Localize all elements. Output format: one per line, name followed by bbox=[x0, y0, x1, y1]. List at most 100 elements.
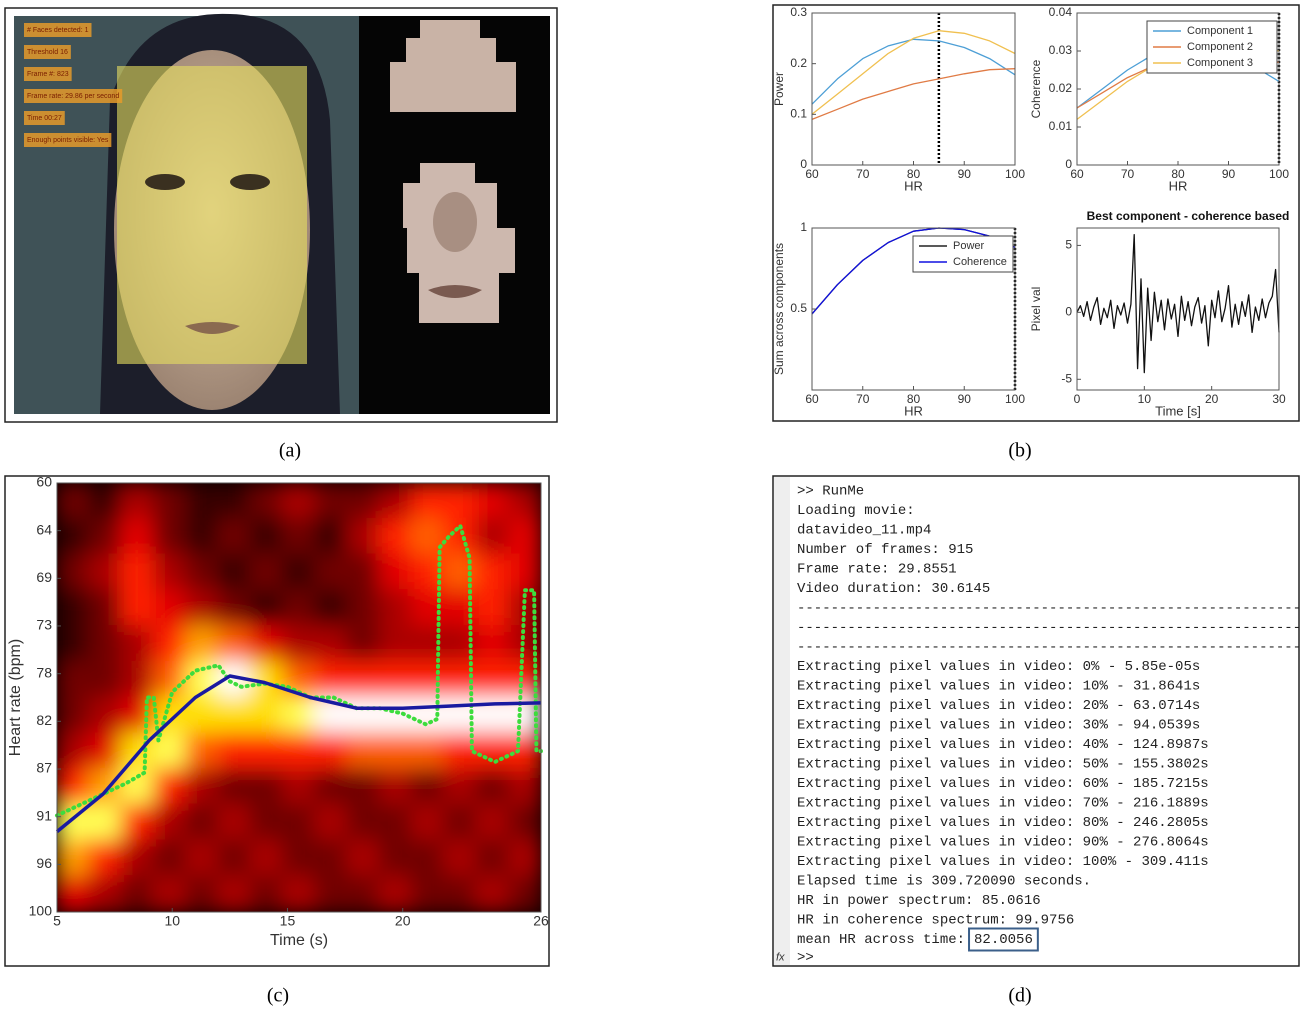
heat-cell bbox=[443, 804, 477, 842]
x-tick-label: 10 bbox=[164, 913, 180, 929]
heat-cell bbox=[56, 518, 90, 556]
heat-cell bbox=[121, 661, 155, 699]
heat-cell bbox=[379, 554, 413, 592]
heat-cell bbox=[282, 875, 316, 913]
console-line: Extracting pixel values in video: 30% - … bbox=[797, 718, 1200, 734]
heat-cell bbox=[121, 804, 155, 842]
y-tick-label: 60 bbox=[36, 474, 52, 490]
heat-cell bbox=[88, 589, 122, 627]
y-axis-label: Sum across components bbox=[772, 243, 786, 375]
heat-cell bbox=[411, 840, 445, 878]
heat-cell bbox=[153, 768, 187, 806]
console-line: Extracting pixel values in video: 80% - … bbox=[797, 815, 1209, 831]
x-tick-label: 20 bbox=[1205, 392, 1219, 406]
heat-cell bbox=[379, 589, 413, 627]
heat-cell bbox=[153, 625, 187, 663]
heat-cell bbox=[121, 482, 155, 520]
y-tick-label: 0 bbox=[1065, 305, 1072, 319]
heat-cell bbox=[250, 732, 284, 770]
heat-cell bbox=[379, 661, 413, 699]
console-line: Frame rate: 29.8551 bbox=[797, 562, 957, 578]
heat-cell bbox=[411, 768, 445, 806]
heat-cell bbox=[56, 840, 90, 878]
overlay-label: Enough points visible: Yes bbox=[27, 137, 109, 144]
heat-cell bbox=[475, 804, 509, 842]
heat-cell bbox=[88, 661, 122, 699]
console-line: Loading movie: bbox=[797, 503, 915, 519]
y-tick-label: 0.3 bbox=[790, 5, 807, 19]
y-tick-label: 100 bbox=[29, 903, 53, 919]
heat-cell bbox=[314, 482, 348, 520]
heat-cell bbox=[346, 768, 380, 806]
heatmap bbox=[56, 482, 542, 913]
heat-cell bbox=[314, 875, 348, 913]
heat-cell bbox=[121, 518, 155, 556]
heat-cell bbox=[250, 625, 284, 663]
heat-cell bbox=[56, 768, 90, 806]
heat-cell bbox=[411, 697, 445, 735]
heat-cell bbox=[88, 804, 122, 842]
y-tick-label: 0.1 bbox=[790, 107, 807, 121]
heat-cell bbox=[508, 482, 542, 520]
console-line: datavideo_11.mp4 bbox=[797, 523, 931, 539]
x-tick-label: 15 bbox=[280, 913, 296, 929]
y-tick-label: 5 bbox=[1065, 238, 1072, 252]
heat-cell bbox=[346, 625, 380, 663]
heat-cell bbox=[56, 625, 90, 663]
heat-cell bbox=[217, 554, 251, 592]
legend-label: Component 1 bbox=[1187, 25, 1253, 37]
x-tick-label: 60 bbox=[1070, 167, 1084, 181]
console-line: Elapsed time is 309.720090 seconds. bbox=[797, 874, 1091, 890]
x-tick-label: 5 bbox=[53, 913, 61, 929]
heat-cell bbox=[346, 875, 380, 913]
heat-cell bbox=[217, 804, 251, 842]
y-tick-label: 0.01 bbox=[1049, 119, 1073, 133]
y-tick-label: 64 bbox=[36, 521, 52, 537]
heat-cell bbox=[346, 482, 380, 520]
heat-cell bbox=[475, 840, 509, 878]
y-tick-label: 0.02 bbox=[1049, 81, 1073, 95]
heat-cell bbox=[443, 840, 477, 878]
heat-cell bbox=[379, 840, 413, 878]
heat-cell bbox=[475, 661, 509, 699]
heat-cell bbox=[282, 554, 316, 592]
heat-cell bbox=[508, 875, 542, 913]
heat-cell bbox=[56, 875, 90, 913]
x-tick-label: 100 bbox=[1269, 167, 1289, 181]
caption: (a) bbox=[279, 440, 301, 462]
heat-cell bbox=[217, 840, 251, 878]
heat-cell bbox=[314, 768, 348, 806]
heat-cell bbox=[88, 732, 122, 770]
fx-icon: fx bbox=[776, 951, 785, 963]
caption: (b) bbox=[1008, 440, 1031, 462]
console-line: Extracting pixel values in video: 100% -… bbox=[797, 854, 1209, 870]
y-axis-label: Pixel val bbox=[1029, 287, 1043, 332]
heat-cell bbox=[443, 554, 477, 592]
heat-cell bbox=[217, 875, 251, 913]
console-line: mean HR across time: bbox=[797, 932, 965, 948]
heat-cell bbox=[217, 768, 251, 806]
y-tick-label: -5 bbox=[1061, 371, 1072, 385]
heat-cell bbox=[121, 768, 155, 806]
heat-cell bbox=[56, 482, 90, 520]
result-value: 82.0056 bbox=[974, 932, 1033, 948]
heat-cell bbox=[379, 518, 413, 556]
y-tick-label: 69 bbox=[36, 569, 52, 585]
console-line: Extracting pixel values in video: 70% - … bbox=[797, 796, 1209, 812]
heat-cell bbox=[508, 518, 542, 556]
x-axis-label: HR bbox=[904, 178, 923, 193]
heat-cell bbox=[121, 589, 155, 627]
console-line: Extracting pixel values in video: 60% - … bbox=[797, 776, 1209, 792]
heat-cell bbox=[88, 875, 122, 913]
caption: (c) bbox=[267, 985, 289, 1007]
heat-cell bbox=[346, 697, 380, 735]
heat-cell bbox=[56, 732, 90, 770]
console-line: ----------------------------------------… bbox=[797, 620, 1301, 636]
overlay-label: Frame #: 823 bbox=[27, 71, 69, 78]
heat-cell bbox=[411, 518, 445, 556]
console-gutter bbox=[774, 477, 790, 965]
x-tick-label: 0 bbox=[1074, 392, 1081, 406]
heat-cell bbox=[346, 732, 380, 770]
roi-box bbox=[117, 66, 307, 364]
heat-cell bbox=[56, 661, 90, 699]
